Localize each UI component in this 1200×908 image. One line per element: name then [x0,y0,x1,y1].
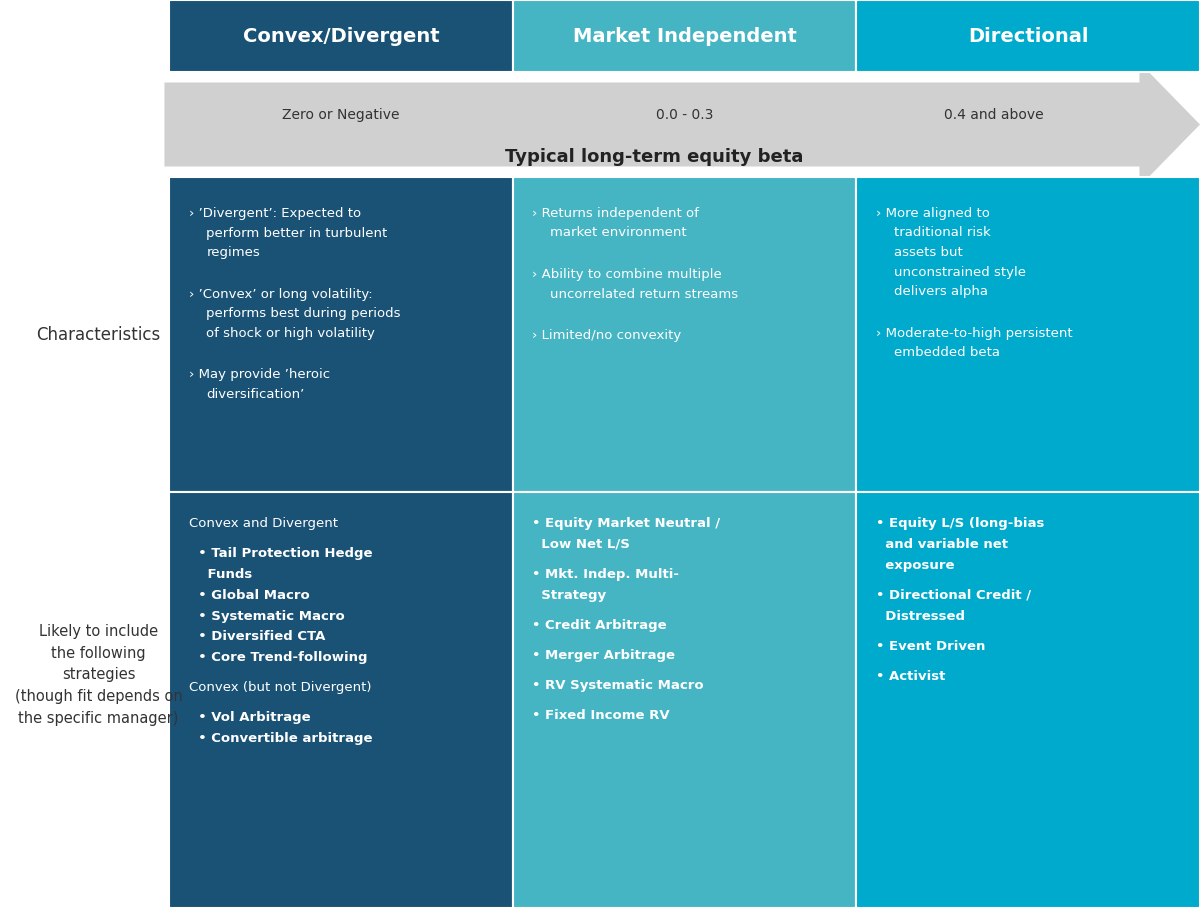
Text: assets but: assets but [894,246,962,259]
Text: perform better in turbulent: perform better in turbulent [206,226,388,240]
Text: 0.0 - 0.3: 0.0 - 0.3 [656,107,713,122]
Text: Typical long-term equity beta: Typical long-term equity beta [505,148,804,166]
Text: • Fixed Income RV: • Fixed Income RV [533,709,670,723]
Text: • Merger Arbitrage: • Merger Arbitrage [533,649,676,662]
Text: regimes: regimes [206,246,260,259]
Text: 0.4 and above: 0.4 and above [944,107,1044,122]
Text: • Activist: • Activist [876,670,946,683]
FancyBboxPatch shape [169,0,512,72]
Text: • RV Systematic Macro: • RV Systematic Macro [533,679,704,692]
Text: uncorrelated return streams: uncorrelated return streams [550,288,738,301]
FancyBboxPatch shape [512,177,857,492]
FancyBboxPatch shape [857,177,1200,492]
Text: › Ability to combine multiple: › Ability to combine multiple [533,268,722,281]
Text: • Equity Market Neutral /: • Equity Market Neutral / [533,517,720,530]
Text: › May provide ’heroic: › May provide ’heroic [188,368,330,381]
Text: exposure: exposure [876,558,954,572]
Text: Likely to include
the following
strategies
(though fit depends on
the specific m: Likely to include the following strategi… [14,625,182,725]
Polygon shape [164,63,1200,186]
Text: Strategy: Strategy [533,588,606,602]
Text: Low Net L/S: Low Net L/S [533,538,630,551]
FancyBboxPatch shape [512,0,857,72]
Text: embedded beta: embedded beta [894,346,1000,359]
FancyBboxPatch shape [857,492,1200,908]
Text: › ’Convex’ or long volatility:: › ’Convex’ or long volatility: [188,288,372,301]
Text: › More aligned to: › More aligned to [876,207,990,220]
Text: traditional risk: traditional risk [894,226,990,240]
Text: • Equity L/S (long-bias: • Equity L/S (long-bias [876,517,1044,530]
Text: • Directional Credit /: • Directional Credit / [876,588,1031,602]
Text: • Global Macro: • Global Macro [188,588,310,602]
Text: of shock or high volatility: of shock or high volatility [206,327,376,340]
Text: › Limited/no convexity: › Limited/no convexity [533,329,682,342]
Text: Zero or Negative: Zero or Negative [282,107,400,122]
Text: unconstrained style: unconstrained style [894,265,1026,279]
Text: Convex (but not Divergent): Convex (but not Divergent) [188,681,371,695]
Text: Convex and Divergent: Convex and Divergent [188,517,338,530]
Text: diversification’: diversification’ [206,388,305,400]
Text: • Core Trend-following: • Core Trend-following [188,651,367,664]
Text: delivers alpha: delivers alpha [894,285,988,298]
Text: Characteristics: Characteristics [36,325,161,343]
Text: • Systematic Macro: • Systematic Macro [188,609,344,623]
Text: • Diversified CTA: • Diversified CTA [188,630,325,644]
Text: • Credit Arbitrage: • Credit Arbitrage [533,619,667,632]
Text: Market Independent: Market Independent [572,26,797,45]
FancyBboxPatch shape [857,0,1200,72]
Text: › Moderate-to-high persistent: › Moderate-to-high persistent [876,327,1073,340]
Text: • Tail Protection Hedge: • Tail Protection Hedge [188,548,372,560]
Text: • Mkt. Indep. Multi-: • Mkt. Indep. Multi- [533,568,679,581]
Text: performs best during periods: performs best during periods [206,307,401,320]
FancyBboxPatch shape [512,492,857,908]
Text: Directional: Directional [968,26,1088,45]
Text: Funds: Funds [188,568,252,581]
Text: market environment: market environment [550,226,686,240]
Text: Distressed: Distressed [876,609,965,623]
Text: Convex/Divergent: Convex/Divergent [242,26,439,45]
Text: • Convertible arbitrage: • Convertible arbitrage [188,732,372,745]
Text: › ’Divergent’: Expected to: › ’Divergent’: Expected to [188,207,361,220]
Text: • Event Driven: • Event Driven [876,640,985,653]
Text: and variable net: and variable net [876,538,1008,551]
FancyBboxPatch shape [169,492,512,908]
FancyBboxPatch shape [169,177,512,492]
Text: › Returns independent of: › Returns independent of [533,207,700,220]
Text: • Vol Arbitrage: • Vol Arbitrage [188,712,311,725]
